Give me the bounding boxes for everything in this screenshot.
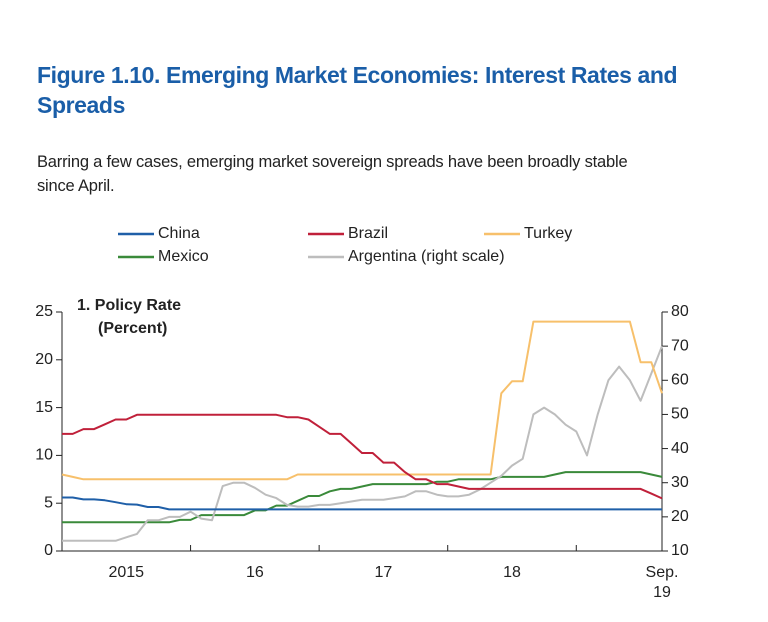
y2-tick-label: 60 (671, 372, 689, 389)
legend-label: Brazil (348, 225, 388, 242)
series-line (62, 471, 663, 524)
legend-label: Turkey (524, 225, 572, 242)
y2-tick-label: 10 (671, 542, 689, 559)
y2-tick-label: 20 (671, 508, 689, 525)
series-line (62, 345, 663, 542)
y-tick-label: 25 (35, 303, 53, 320)
x-tick-label: Sep. 19 (646, 564, 679, 601)
y2-tick-label: 70 (671, 337, 689, 354)
x-tick-label: 2015 (108, 564, 144, 581)
series-line (62, 496, 662, 511)
y-tick-label: 5 (44, 494, 53, 511)
legend-label: China (158, 225, 200, 242)
y2-tick-label: 80 (671, 303, 689, 320)
panel-unit: (Percent) (98, 320, 167, 337)
y2-tick-label: 50 (671, 406, 689, 423)
figure-title: Figure 1.10. Emerging Market Economies: … (37, 62, 678, 118)
series-line (62, 413, 663, 500)
panel-title: 1. Policy Rate (77, 297, 181, 314)
x-tick-label: 17 (375, 564, 393, 581)
x-tick-label: 18 (503, 564, 521, 581)
y-tick-label: 10 (35, 447, 53, 464)
legend-label: Argentina (right scale) (348, 248, 505, 265)
y2-tick-label: 40 (671, 440, 689, 457)
y2-tick-label: 30 (671, 474, 689, 491)
figure-subtitle: Barring a few cases, emerging market sov… (37, 153, 628, 195)
y-tick-label: 20 (35, 351, 53, 368)
y-tick-label: 0 (44, 542, 53, 559)
legend-label: Mexico (158, 248, 209, 265)
series-line (61, 320, 663, 481)
y-tick-label: 15 (35, 399, 53, 416)
x-tick-label: 16 (246, 564, 264, 581)
